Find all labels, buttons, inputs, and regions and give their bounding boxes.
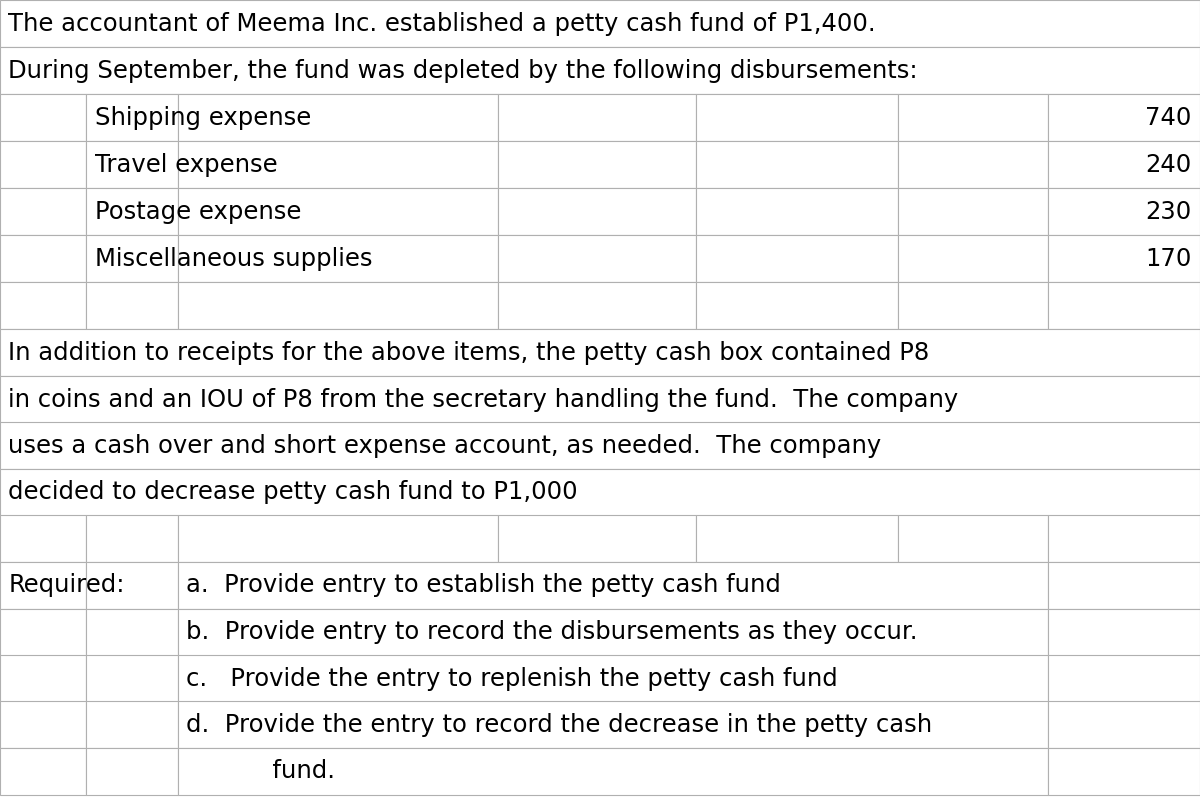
- Bar: [696, 188, 898, 235]
- Bar: [178, 609, 1048, 656]
- Bar: [86, 515, 178, 562]
- Text: Miscellaneous supplies: Miscellaneous supplies: [95, 246, 372, 271]
- Text: During September, the fund was depleted by the following disbursements:: During September, the fund was depleted …: [8, 58, 918, 83]
- Bar: [498, 141, 696, 188]
- Bar: [86, 235, 178, 282]
- Bar: [0, 141, 86, 188]
- Text: c.   Provide the entry to replenish the petty cash fund: c. Provide the entry to replenish the pe…: [186, 666, 838, 691]
- Bar: [178, 94, 498, 141]
- Text: 240: 240: [1145, 152, 1192, 177]
- Bar: [1048, 141, 1200, 188]
- Bar: [86, 655, 178, 702]
- Bar: [0, 562, 86, 609]
- Text: 740: 740: [1145, 105, 1192, 130]
- Bar: [86, 282, 178, 329]
- Bar: [1048, 701, 1200, 748]
- Text: The accountant of Meema Inc. established a petty cash fund of P1,400.: The accountant of Meema Inc. established…: [8, 11, 876, 36]
- Bar: [0, 515, 86, 562]
- Bar: [0, 609, 86, 656]
- Bar: [898, 94, 1048, 141]
- Bar: [498, 188, 696, 235]
- Bar: [0, 701, 86, 748]
- Bar: [696, 282, 898, 329]
- Bar: [178, 282, 498, 329]
- Bar: [696, 235, 898, 282]
- Bar: [498, 235, 696, 282]
- Bar: [86, 701, 178, 748]
- Bar: [1048, 562, 1200, 609]
- Bar: [696, 94, 898, 141]
- Bar: [178, 748, 1048, 795]
- Bar: [0, 655, 86, 702]
- Bar: [1048, 188, 1200, 235]
- Text: Required:: Required:: [8, 573, 125, 598]
- Bar: [86, 188, 178, 235]
- Text: Travel expense: Travel expense: [95, 152, 277, 177]
- Bar: [0, 47, 1200, 94]
- Text: In addition to receipts for the above items, the petty cash box contained P8: In addition to receipts for the above it…: [8, 340, 930, 365]
- Bar: [898, 141, 1048, 188]
- Text: decided to decrease petty cash fund to P1,000: decided to decrease petty cash fund to P…: [8, 480, 578, 505]
- Bar: [498, 94, 696, 141]
- Bar: [696, 515, 898, 562]
- Bar: [178, 655, 1048, 702]
- Text: Shipping expense: Shipping expense: [95, 105, 311, 130]
- Bar: [1048, 655, 1200, 702]
- Bar: [0, 282, 86, 329]
- Bar: [0, 329, 1200, 376]
- Text: in coins and an IOU of P8 from the secretary handling the fund.  The company: in coins and an IOU of P8 from the secre…: [8, 387, 959, 412]
- Bar: [1048, 609, 1200, 656]
- Bar: [498, 282, 696, 329]
- Bar: [498, 515, 696, 562]
- Bar: [0, 94, 86, 141]
- Bar: [178, 701, 1048, 748]
- Text: d.  Provide the entry to record the decrease in the petty cash: d. Provide the entry to record the decre…: [186, 713, 932, 737]
- Bar: [0, 0, 1200, 47]
- Text: fund.: fund.: [226, 759, 335, 783]
- Bar: [86, 141, 178, 188]
- Bar: [0, 235, 86, 282]
- Bar: [86, 94, 178, 141]
- Bar: [696, 141, 898, 188]
- Bar: [86, 609, 178, 656]
- Bar: [1048, 748, 1200, 795]
- Bar: [1048, 94, 1200, 141]
- Text: uses a cash over and short expense account, as needed.  The company: uses a cash over and short expense accou…: [8, 434, 882, 458]
- Text: 170: 170: [1145, 246, 1192, 271]
- Bar: [178, 188, 498, 235]
- Text: Postage expense: Postage expense: [95, 199, 301, 224]
- Bar: [178, 562, 1048, 609]
- Bar: [0, 748, 86, 795]
- Bar: [178, 515, 498, 562]
- Bar: [898, 282, 1048, 329]
- Bar: [0, 469, 1200, 516]
- Text: b.  Provide entry to record the disbursements as they occur.: b. Provide entry to record the disbursem…: [186, 620, 918, 645]
- Bar: [0, 376, 1200, 423]
- Text: 230: 230: [1145, 199, 1192, 224]
- Bar: [898, 188, 1048, 235]
- Bar: [898, 235, 1048, 282]
- Bar: [86, 562, 178, 609]
- Bar: [1048, 515, 1200, 562]
- Bar: [86, 748, 178, 795]
- Bar: [898, 515, 1048, 562]
- Bar: [1048, 282, 1200, 329]
- Bar: [178, 141, 498, 188]
- Bar: [0, 188, 86, 235]
- Text: a.  Provide entry to establish the petty cash fund: a. Provide entry to establish the petty …: [186, 573, 781, 598]
- Bar: [0, 422, 1200, 469]
- Bar: [178, 235, 498, 282]
- Bar: [1048, 235, 1200, 282]
